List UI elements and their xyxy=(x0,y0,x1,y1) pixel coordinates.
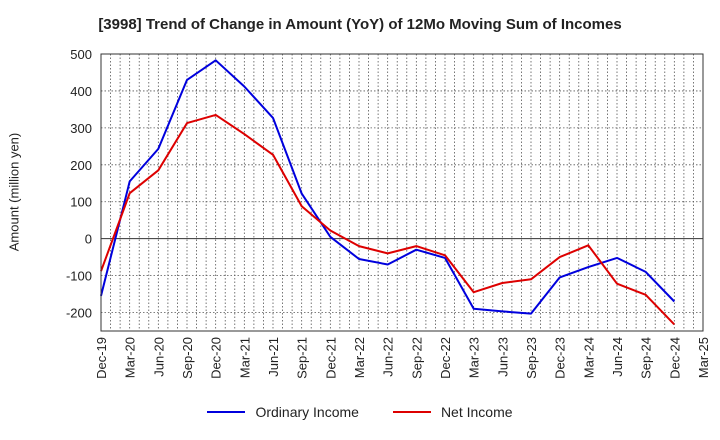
x-tick-label: Dec-23 xyxy=(553,337,568,379)
x-tick-label: Sep-22 xyxy=(409,337,424,379)
y-tick-label: 100 xyxy=(70,195,92,210)
grid-lines xyxy=(101,53,703,331)
y-tick-labels: 500 400 300 200 100 0 -100 -200 xyxy=(66,47,92,321)
series-lines xyxy=(100,59,676,326)
x-tick-label: Mar-21 xyxy=(237,337,252,378)
y-tick-label: -100 xyxy=(66,269,92,284)
y-tick-label: -200 xyxy=(66,306,92,321)
x-tick-label: Mar-25 xyxy=(696,337,711,378)
legend-label-net-income: Net Income xyxy=(440,404,513,420)
x-tick-label: Jun-24 xyxy=(610,337,625,377)
chart-title: [3998] Trend of Change in Amount (YoY) o… xyxy=(98,16,622,33)
x-tick-label: Dec-19 xyxy=(94,337,109,379)
x-tick-label: Sep-24 xyxy=(639,337,654,379)
x-tick-label: Dec-24 xyxy=(667,337,682,379)
x-tick-label: Mar-23 xyxy=(467,337,482,378)
x-tick-label: Mar-20 xyxy=(123,337,138,378)
x-tick-label: Mar-24 xyxy=(581,337,596,378)
x-tick-label: Dec-20 xyxy=(209,337,224,379)
y-tick-label: 200 xyxy=(70,158,92,173)
series-line-ordinary-income xyxy=(100,59,676,315)
x-tick-label: Sep-20 xyxy=(180,337,195,379)
x-tick-label: Jun-20 xyxy=(151,337,166,377)
x-tick-label: Dec-21 xyxy=(323,337,338,379)
series-line-net-income xyxy=(100,113,676,326)
y-tick-label: 0 xyxy=(85,232,92,247)
legend-label-ordinary-income: Ordinary Income xyxy=(255,404,359,420)
legend-swatch-ordinary-income xyxy=(207,411,246,413)
x-tick-label: Jun-22 xyxy=(381,337,396,377)
x-tick-label: Jun-23 xyxy=(495,337,510,377)
x-tick-labels: Dec-19 Mar-20 Jun-20 Sep-20 Dec-20 Mar-21 Jun-… xyxy=(94,337,711,379)
x-tick-label: Jun-21 xyxy=(266,337,281,377)
legend-item-ordinary-income[interactable]: Ordinary Income xyxy=(207,404,359,420)
y-tick-label: 500 xyxy=(70,47,92,62)
legend-item-net-income[interactable]: Net Income xyxy=(392,404,513,420)
y-tick-label: 300 xyxy=(70,121,92,136)
x-tick-label: Mar-22 xyxy=(352,337,367,378)
x-tick-label: Sep-21 xyxy=(295,337,310,379)
x-tick-label: Sep-23 xyxy=(524,337,539,379)
x-tick-label: Dec-22 xyxy=(438,337,453,379)
legend-swatch-net-income xyxy=(392,411,431,413)
y-tick-label: 400 xyxy=(70,84,92,99)
legend: Ordinary Income Net Income xyxy=(0,404,720,420)
plot-frame xyxy=(100,53,704,332)
